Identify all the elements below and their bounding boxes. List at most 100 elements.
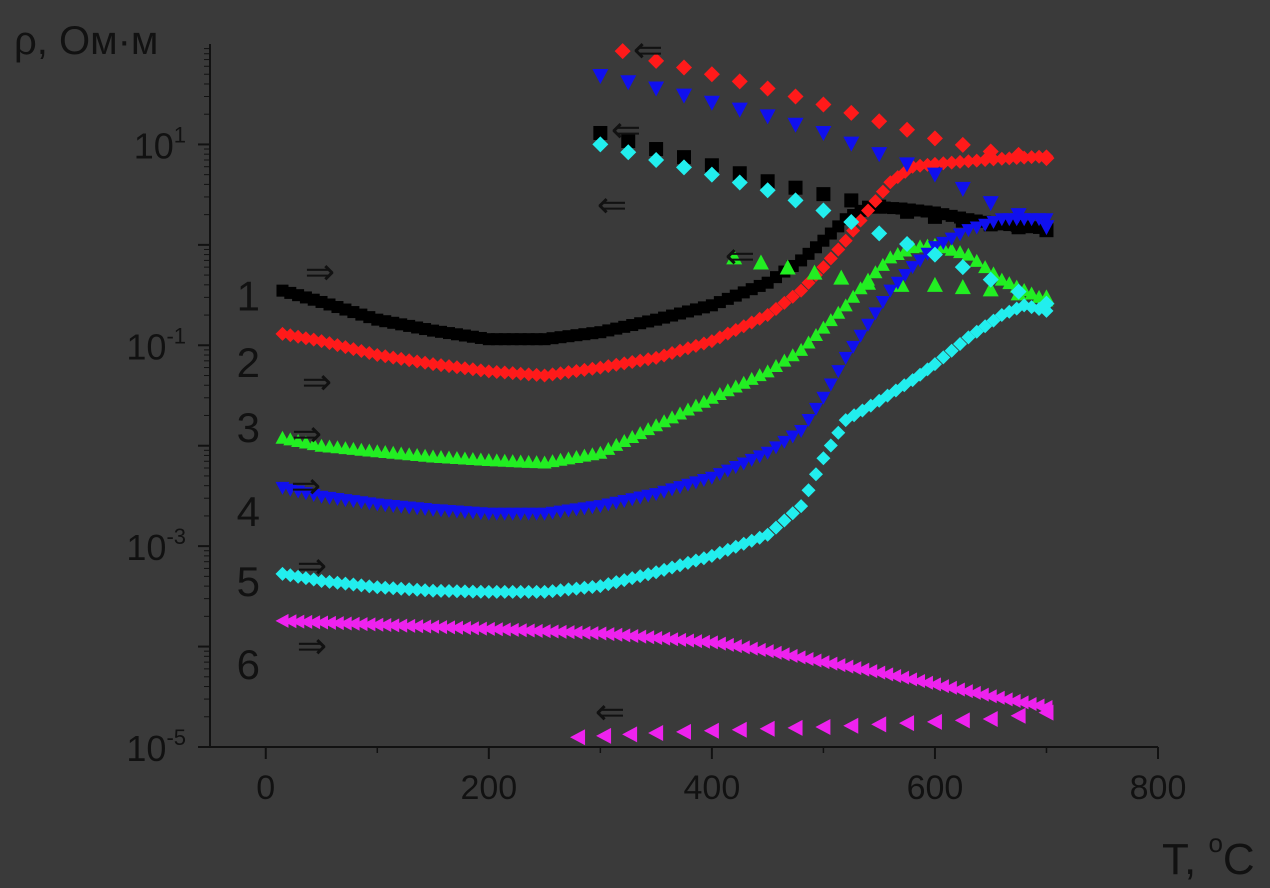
series-5-cooling-point [787,192,804,209]
series-6-heating-point [545,624,559,639]
series-4-heating-point [633,491,648,505]
series-6-heating-point [633,629,647,644]
series-2-cooling-point [614,43,631,60]
series-6-cooling-point [926,713,942,730]
series-6-heating-point [410,619,424,634]
series-6-heating-point [505,622,519,637]
series-3-heating-point [969,253,984,267]
series-5-cooling-point [703,166,720,183]
series-2-cooling-point [982,143,999,160]
series-4-heating-point [978,218,993,232]
series-5-heating-point [362,579,377,594]
series-5-heating-point [529,584,544,599]
series-4-heating-point [883,284,898,298]
series-2-heating-point [785,289,800,304]
series-4-heating-point [649,488,664,502]
series-2-cooling-point [676,59,692,76]
heating-arrow: ⇒ [297,625,327,666]
series-6-cooling-point [676,723,691,740]
series-5-cooling-point [592,136,609,153]
series-3-heating-point [744,371,759,385]
series-5-heating-point [521,584,536,599]
curve-label-6: 6 [237,641,260,688]
series-2-heating-point [936,156,951,171]
series-5-heating-point [777,513,792,528]
series-3-heating-point [720,383,735,397]
series-3-heating-point [593,445,608,459]
series-6-heating-point [935,679,949,694]
series-6-heating-point [816,655,830,670]
series-6-heating-point [744,641,758,656]
series-5-heating-point [794,499,809,514]
series-3-heating-point [688,398,703,412]
series-3-heating-point [853,281,868,295]
series-6-cooling-point [954,712,970,729]
series-6-heating-point [1023,696,1037,711]
series-4-heating-point [838,351,853,365]
series-2-heating-point [481,364,496,379]
series-6-heating-point [370,617,384,632]
series-4-heating-point [1039,213,1054,227]
series-3-heating-point [617,433,632,447]
series-3-heating-point [752,368,767,382]
series-2-heating-point [529,367,544,382]
heating-arrow: ⇒ [297,545,327,586]
series-4-cooling-point [731,102,748,118]
series-3-heating-point [831,305,846,319]
series-6-heating-point [521,623,535,638]
curve-label-3: 3 [237,404,260,451]
series-6-heating-point [872,665,886,680]
series-6-heating-point [601,627,615,642]
series-4-heating-point [609,496,624,510]
series-6-heating-point [680,633,694,648]
series-6-heating-point [307,615,321,630]
series-4-cooling-point [759,109,776,125]
series-3-heating-point [838,298,853,312]
series-4-heating-point [696,474,711,488]
series-5-heating-point [553,583,568,598]
series-6-heating-point [999,692,1013,707]
series-5-heating-point [426,583,441,598]
series-6-heating-point [983,689,997,704]
series-6-heating-point [912,674,926,689]
series-3-heating-point [944,242,959,256]
series-3-heating-point [890,246,905,260]
series-5-cooling-point [843,213,860,230]
series-4-heating-point [831,365,846,379]
series-3-heating-point [704,390,719,404]
curve-label-2: 2 [237,339,260,386]
series-2-cooling-point [759,80,776,97]
series-4-heating-point [808,402,823,416]
series-1-cooling-point [704,158,719,173]
series-5-heating-point [537,584,552,599]
series-2-cooling-point [815,96,832,113]
series-3-heating-point [785,348,800,362]
series-2-heating-point [521,367,536,382]
series-5-cooling-point [954,259,971,276]
series-6-heating-point [888,669,902,684]
series-5-heating-point [823,438,838,453]
series-6-heating-point [991,690,1005,705]
series-6-heating-point [864,664,878,679]
series-5-heating-point [370,580,385,595]
series-3-heating-point [816,320,831,334]
series-6-heating-point [418,619,432,634]
series-4-heating-point [657,485,672,499]
series-4-heating-point [712,468,727,482]
y-axis-title: ρ, Ом·м [14,19,158,63]
series-6-cooling-point [815,719,831,736]
series-5-heating-point [505,584,520,599]
y-tick-base: 10 [126,728,166,769]
series-6-heating-point [322,615,336,630]
series-3-heating-point [994,272,1009,286]
series-4-heating-point [890,276,905,290]
series-2-heating-point [875,184,890,199]
series-1-cooling-point [788,180,803,195]
y-tick-exponent: -3 [166,524,186,549]
series-6-heating-point [832,658,846,673]
series-6-heating-point [291,614,305,629]
series-3-heating-point [625,430,640,444]
series-6-heating-point [673,632,687,647]
series-5-heating-point [489,584,504,599]
x-axis-title: T, oC [1162,828,1255,884]
